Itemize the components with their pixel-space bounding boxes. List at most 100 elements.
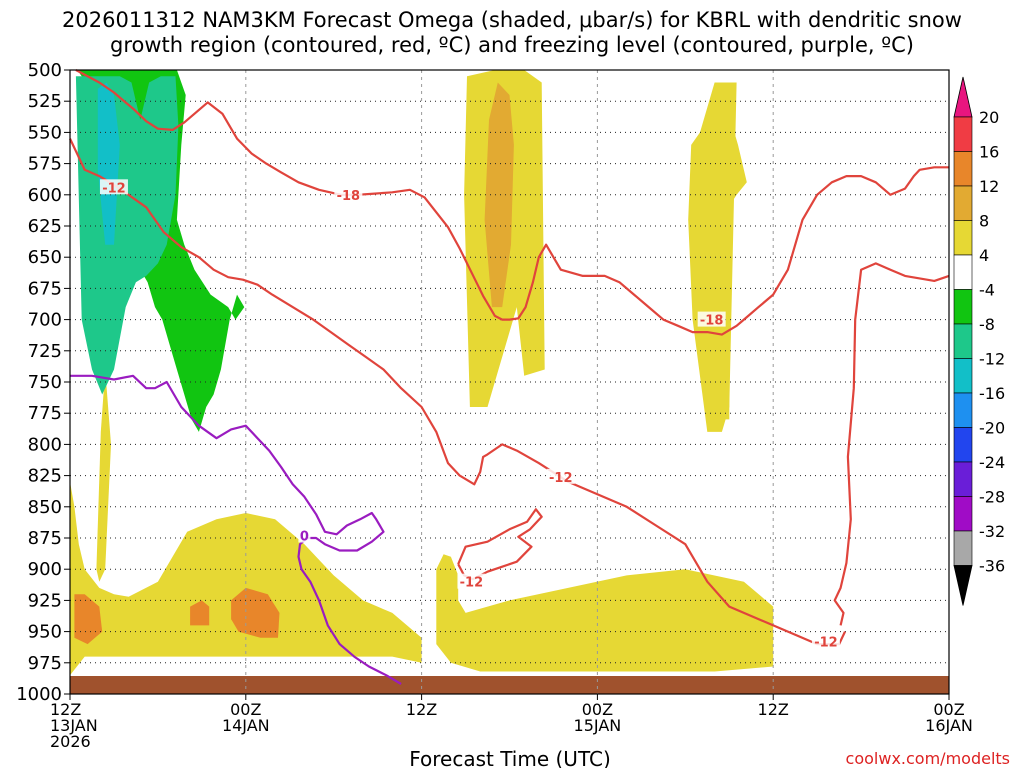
- surface-ground: [70, 676, 949, 694]
- contour-label-bg-4: [457, 573, 486, 589]
- y-tick-label-675: 675: [28, 278, 62, 299]
- y-tick-label-725: 725: [28, 341, 62, 362]
- x-tick-label-12-0: 00Z: [230, 700, 261, 719]
- colorbar-band-5: [953, 289, 973, 325]
- omega-shading-layer: [70, 70, 774, 676]
- colorbar-label-7: -12: [979, 350, 1005, 369]
- colorbar-band-8: [953, 392, 973, 428]
- omega-region-10: [484, 82, 514, 308]
- y-tick-label-550: 550: [28, 122, 62, 143]
- colorbar-label-12: -32: [979, 522, 1005, 541]
- y-tick-label-500: 500: [28, 60, 62, 81]
- y-tick-label-600: 600: [28, 185, 62, 206]
- chart-title-line2: growth region (contoured, red, ºC) and f…: [110, 33, 914, 57]
- contour-label-6: 0: [300, 530, 309, 545]
- colorbar-label-4: 4: [979, 246, 989, 265]
- omega-region-13: [97, 82, 120, 245]
- omega-region-1: [96, 369, 111, 582]
- colorbar-band-6: [953, 323, 973, 359]
- colorbar-bottom-arrow: [953, 565, 973, 606]
- y-tick-label-575: 575: [28, 154, 62, 175]
- x-tick-label-0-1: 13JAN: [50, 716, 98, 735]
- freezing-level-contour-0: [70, 374, 402, 685]
- y-tick-label-850: 850: [28, 497, 62, 518]
- dgz-contour-minus18-0: [75, 69, 949, 336]
- y-tick-label-975: 975: [28, 653, 62, 674]
- x-tick-label-0-2: 2026: [50, 732, 91, 751]
- omega-region-0: [70, 481, 422, 676]
- y-tick-label-1000: 1000: [16, 684, 62, 705]
- colorbar-label-9: -20: [979, 419, 1005, 438]
- y-tick-label-950: 950: [28, 622, 62, 643]
- colorbar-band-3: [953, 220, 973, 256]
- omega-region-2: [436, 554, 774, 672]
- contour-label-2: -18: [700, 314, 724, 329]
- contour-label-bg-1: [334, 186, 363, 202]
- colorbar-label-13: -36: [979, 557, 1005, 576]
- contour-label-3: -12: [549, 471, 573, 486]
- contour-label-1: -18: [337, 189, 361, 204]
- contour-label-0: -12: [102, 181, 126, 196]
- y-tick-label-825: 825: [28, 466, 62, 487]
- colorbar-label-11: -28: [979, 488, 1005, 507]
- x-tick-label-12-1: 14JAN: [222, 716, 270, 735]
- y-tick-label-625: 625: [28, 216, 62, 237]
- contour-label-bg-5: [811, 633, 840, 649]
- contour-label-5: -12: [814, 636, 838, 651]
- x-tick-label-0-0: 12Z: [50, 700, 81, 719]
- contour-label-bg-2: [697, 311, 726, 327]
- dgz-contour-minus12-0: [69, 138, 846, 646]
- colorbar-label-1: 16: [979, 143, 999, 162]
- contour-labels: -12 -18 -18 -12 -12 -12 0: [99, 179, 840, 651]
- contour-label-bg-6: [298, 527, 311, 543]
- y-tick-label-925: 925: [28, 590, 62, 611]
- colorbar-label-2: 12: [979, 177, 999, 196]
- y-tick-label-700: 700: [28, 310, 62, 331]
- x-axis-label: Forecast Time (UTC): [409, 747, 611, 768]
- colorbar-label-8: -16: [979, 384, 1005, 403]
- y-tick-label-875: 875: [28, 528, 62, 549]
- x-tick-label-36-1: 15JAN: [574, 716, 622, 735]
- colorbar-band-11: [953, 496, 973, 532]
- colorbar: 20 16 12 8 4 -4 -8 -12 -16 -20 -24 -28 -32 -36: [953, 76, 1005, 606]
- colorbar-band-9: [953, 427, 973, 463]
- x-tick-label-24-0: 12Z: [406, 700, 437, 719]
- colorbar-label-6: -8: [979, 315, 995, 334]
- credit-text: coolwx.com/modelts: [846, 749, 1010, 768]
- omega-region-9: [231, 587, 280, 638]
- y-tick-label-800: 800: [28, 434, 62, 455]
- colorbar-band-0: [953, 116, 973, 152]
- grid-lines: [70, 70, 949, 694]
- colorbar-band-10: [953, 461, 973, 497]
- y-axis-ticks: 500 525 550 575 600 625 650 675 700 725 750 775 800 8…: [16, 60, 70, 705]
- colorbar-label-10: -24: [979, 453, 1005, 472]
- y-tick-label-750: 750: [28, 372, 62, 393]
- colorbar-band-4: [953, 254, 973, 290]
- x-tick-label-36-0: 00Z: [582, 700, 613, 719]
- contour-label-bg-3: [546, 468, 575, 484]
- y-tick-label-775: 775: [28, 403, 62, 424]
- x-tick-label-60-1: 16JAN: [925, 716, 973, 735]
- colorbar-band-7: [953, 358, 973, 394]
- colorbar-band-2: [953, 185, 973, 221]
- omega-region-8: [190, 600, 210, 626]
- colorbar-band-1: [953, 151, 973, 187]
- dgz-contour-minus12-2: [833, 262, 950, 626]
- colorbar-top-arrow: [953, 76, 973, 118]
- chart-title-line1: 2026011312 NAM3KM Forecast Omega (shaded…: [62, 8, 962, 32]
- x-tick-label-48-0: 12Z: [758, 700, 789, 719]
- y-tick-label-900: 900: [28, 559, 62, 580]
- colorbar-label-3: 8: [979, 212, 989, 231]
- colorbar-band-12: [953, 530, 973, 566]
- omega-region-12: [75, 76, 179, 395]
- colorbar-label-0: 20: [979, 108, 999, 127]
- contour-label-bg-0: [99, 179, 128, 195]
- omega-region-6: [707, 244, 730, 420]
- omega-region-5: [711, 95, 747, 220]
- y-tick-label-650: 650: [28, 247, 62, 268]
- contour-label-4: -12: [460, 576, 484, 591]
- colorbar-label-5: -4: [979, 281, 995, 300]
- y-tick-label-525: 525: [28, 91, 62, 112]
